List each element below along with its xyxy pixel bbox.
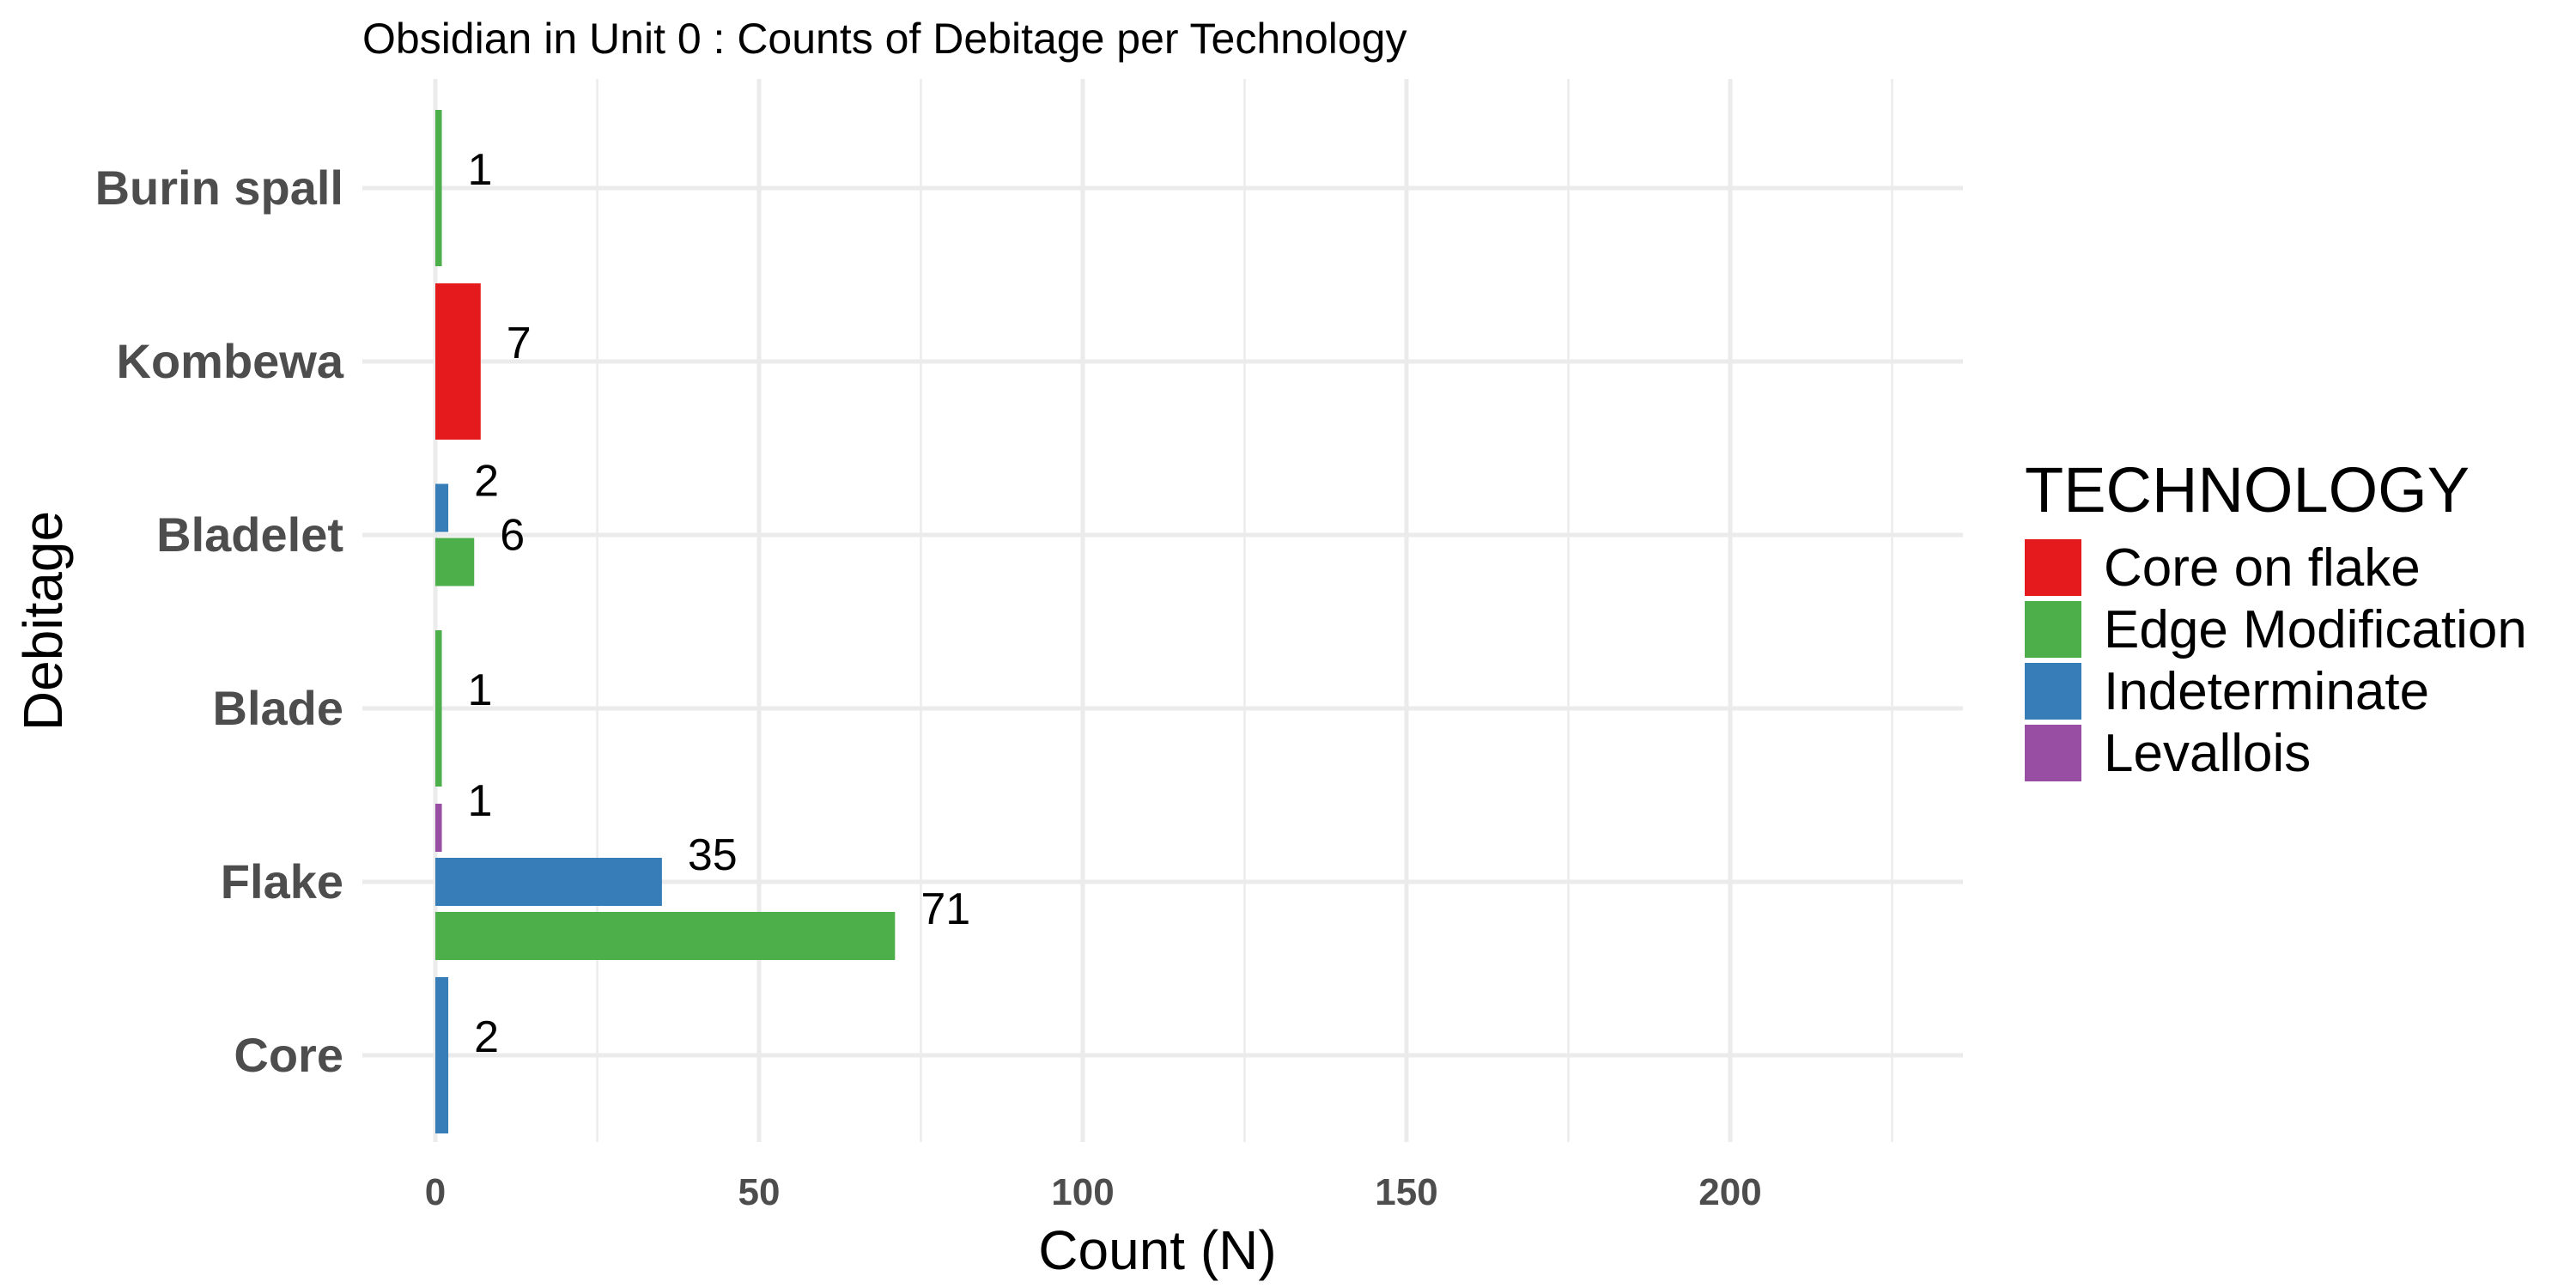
bars [435, 110, 896, 1133]
data-label-flake-indeterminate: 35 [688, 830, 738, 880]
bar-kombewa-core-on-flake [435, 283, 481, 440]
legend-swatch-levallois [2025, 725, 2081, 781]
x-tick-label: 100 [1051, 1171, 1114, 1213]
legend-title: TECHNOLOGY [2025, 454, 2470, 526]
x-tick-label: 150 [1375, 1171, 1437, 1213]
legend-label-edge-modification: Edge Modification [2104, 600, 2527, 659]
bar-blade-edge-modification [435, 630, 442, 787]
bar-core-indeterminate [435, 977, 449, 1133]
data-label-blade-edge-modification: 1 [468, 665, 493, 715]
bar-bladelet-edge-modification [435, 538, 475, 586]
bar-flake-indeterminate [435, 858, 662, 906]
y-tick-label-core: Core [234, 1028, 343, 1082]
data-label-flake-levallois: 1 [468, 776, 493, 826]
bar-bladelet-indeterminate [435, 483, 449, 532]
data-label-flake-edge-modification: 71 [920, 884, 970, 934]
bar-burin-spall-edge-modification [435, 110, 442, 266]
legend-label-core-on-flake: Core on flake [2104, 538, 2421, 598]
grid [362, 79, 1963, 1142]
y-axis-ticks: Burin spall Kombewa Bladelet Blade Flake Core [95, 161, 344, 1082]
y-tick-label-bladelet: Bladelet [156, 507, 343, 562]
data-label-bladelet-indeterminate: 2 [474, 457, 499, 507]
legend-label-levallois: Levallois [2104, 724, 2311, 783]
x-axis-label: Count (N) [1038, 1219, 1276, 1281]
y-tick-label-kombewa: Kombewa [117, 334, 344, 388]
bar-flake-edge-modification [435, 912, 896, 960]
y-tick-label-blade: Blade [213, 681, 344, 735]
x-tick-label: 200 [1698, 1171, 1761, 1213]
chart-title: Obsidian in Unit 0 : Counts of Debitage … [362, 15, 1406, 63]
x-axis-ticks: 0 50 100 150 200 [425, 1171, 1762, 1213]
legend-swatch-core-on-flake [2025, 539, 2081, 596]
x-tick-label: 0 [425, 1171, 446, 1213]
bar-flake-levallois [435, 804, 442, 852]
data-label-bladelet-edge-modification: 6 [500, 511, 525, 561]
x-tick-label: 50 [738, 1171, 781, 1213]
y-axis-label: Debitage [12, 511, 74, 731]
data-label-core-indeterminate: 2 [474, 1012, 499, 1062]
y-tick-label-burin-spall: Burin spall [95, 161, 343, 215]
data-label-kombewa-core-on-flake: 7 [507, 319, 532, 368]
y-tick-label-flake: Flake [221, 854, 343, 908]
legend-label-indeterminate: Indeterminate [2104, 662, 2429, 721]
data-label-burin-spall-edge-modification: 1 [468, 145, 493, 195]
legend-swatch-indeterminate [2025, 663, 2081, 720]
legend-swatch-edge-modification [2025, 601, 2081, 658]
